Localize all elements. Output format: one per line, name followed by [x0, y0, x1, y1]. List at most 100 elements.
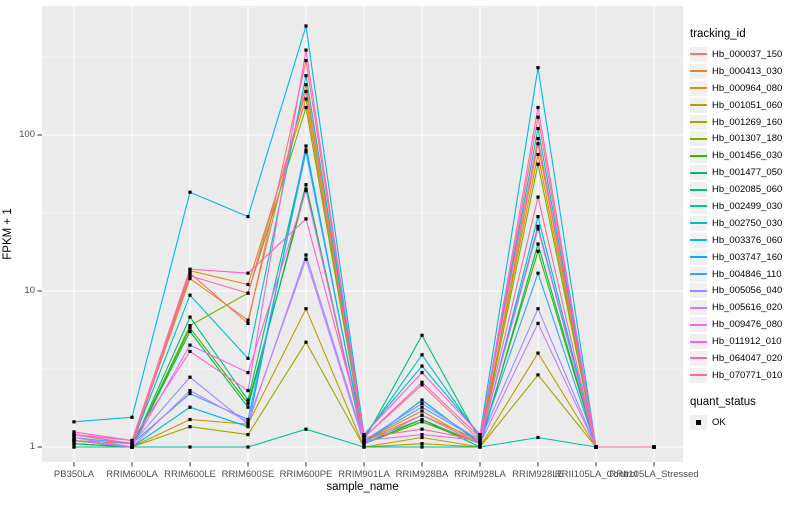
data-point-marker — [536, 126, 540, 131]
data-point-marker — [188, 329, 192, 334]
legend-key — [690, 232, 707, 248]
legend-color-line-icon — [690, 222, 707, 225]
data-point-marker — [130, 445, 134, 449]
data-point-marker — [72, 430, 76, 434]
legend-label: Hb_000964_080 — [712, 82, 783, 94]
legend-item-Hb_011912_010: Hb_011912_010 — [690, 333, 798, 350]
data-point-marker — [420, 371, 424, 375]
data-point-marker — [304, 24, 308, 28]
data-point-marker — [188, 389, 192, 393]
x-tick-label-RRIM901LA: RRIM901LA — [338, 469, 390, 480]
data-point-marker — [246, 321, 250, 325]
data-point-marker — [304, 217, 308, 221]
data-point-marker — [420, 420, 424, 424]
data-point-marker — [188, 425, 192, 429]
data-point-marker — [536, 224, 540, 228]
legend-item-Hb_001269_160: Hb_001269_160 — [690, 114, 798, 131]
legend-label: Hb_000037_150 — [712, 48, 783, 60]
legend-color-line-icon — [690, 121, 707, 123]
legend-item-Hb_002750_030: Hb_002750_030 — [690, 215, 798, 232]
data-point-marker — [188, 324, 192, 328]
data-point-marker — [536, 142, 540, 146]
data-point-marker — [536, 435, 540, 440]
data-point-marker — [304, 150, 308, 154]
data-point-marker — [362, 442, 366, 446]
legend-label: Hb_000413_030 — [712, 65, 783, 77]
data-point-marker — [420, 433, 424, 437]
data-point-marker — [188, 271, 192, 275]
legend-key — [690, 80, 707, 96]
data-point-marker — [420, 401, 424, 406]
legend-key — [690, 350, 707, 366]
data-point-marker — [188, 315, 192, 319]
legend-color-line-icon — [690, 53, 707, 56]
data-point-marker — [246, 371, 250, 375]
data-point-marker — [536, 271, 540, 275]
legend-key — [690, 300, 707, 316]
legend-item-Hb_003376_060: Hb_003376_060 — [690, 232, 798, 249]
data-point-marker — [536, 373, 540, 377]
x-tick-label-RRIM600SE: RRIM600SE — [221, 469, 275, 480]
data-point-marker — [420, 380, 424, 384]
legend-color-line-icon — [690, 104, 707, 107]
legend-item-quant-OK: OK — [690, 414, 798, 431]
data-point-marker — [536, 249, 540, 253]
legend-label: Hb_001051_060 — [712, 99, 783, 111]
x-tick-label-RRIM928LE: RRIM928LE — [512, 469, 564, 480]
data-point-marker — [188, 267, 192, 271]
legend: tracking_id Hb_000037_150 Hb_000413_030 Hb… — [690, 28, 798, 431]
legend-color-line-icon — [690, 357, 707, 360]
data-point-marker — [420, 417, 424, 422]
legend-key — [690, 367, 707, 383]
legend-key — [690, 148, 707, 164]
legend-color-line-icon — [690, 289, 707, 292]
legend-color-line-icon — [690, 273, 707, 276]
data-point-marker — [72, 420, 76, 424]
y-axis-title: FPKM + 1 — [2, 208, 14, 260]
legend-item-Hb_001456_030: Hb_001456_030 — [690, 147, 798, 164]
data-point-marker — [420, 445, 424, 449]
data-point-marker — [478, 442, 482, 446]
x-tick-label-RRII105LA_Stressed: RRII105LA_Stressed — [609, 469, 699, 480]
legend-color-line-icon — [690, 137, 707, 140]
data-point-marker — [478, 445, 482, 449]
data-point-marker — [536, 152, 540, 157]
data-point-marker — [420, 333, 424, 337]
data-point-marker — [420, 442, 424, 446]
legend-label: Hb_004846_110 — [712, 268, 782, 280]
data-point-marker — [188, 277, 192, 281]
legend-label: Hb_001269_160 — [712, 116, 783, 128]
data-point-marker — [246, 398, 250, 402]
legend-key — [690, 249, 707, 265]
data-point-marker — [246, 318, 250, 322]
legend-item-Hb_004846_110: Hb_004846_110 — [690, 266, 798, 283]
data-point-marker — [594, 445, 598, 449]
legend-color-line-icon — [690, 205, 707, 208]
legend-color-line-icon — [690, 256, 707, 259]
legend-key — [690, 215, 707, 231]
data-point-marker — [188, 293, 192, 297]
x-axis-title: sample_name — [326, 481, 399, 493]
data-point-marker — [536, 242, 540, 246]
data-point-marker — [304, 340, 308, 344]
legend-color-line-icon — [690, 239, 707, 242]
legend-color-line-icon — [690, 87, 707, 90]
legend-item-Hb_009476_080: Hb_009476_080 — [690, 316, 798, 333]
data-point-marker — [536, 215, 540, 219]
data-point-marker — [478, 435, 482, 440]
data-point-marker — [304, 97, 308, 101]
legend-key — [690, 283, 707, 299]
legend-label: Hb_003376_060 — [712, 234, 783, 246]
data-point-marker — [246, 420, 250, 424]
legend-color-line-icon — [690, 306, 707, 309]
legend-item-Hb_001477_050: Hb_001477_050 — [690, 164, 798, 181]
x-tick-label-RRIM600LA: RRIM600LA — [106, 469, 158, 480]
data-point-marker — [304, 183, 308, 187]
data-point-marker — [304, 48, 308, 52]
legend-label: Hb_002750_030 — [712, 217, 783, 229]
legend-key — [690, 317, 707, 333]
data-point-marker — [246, 356, 250, 360]
legend-color-line-icon — [690, 70, 707, 73]
